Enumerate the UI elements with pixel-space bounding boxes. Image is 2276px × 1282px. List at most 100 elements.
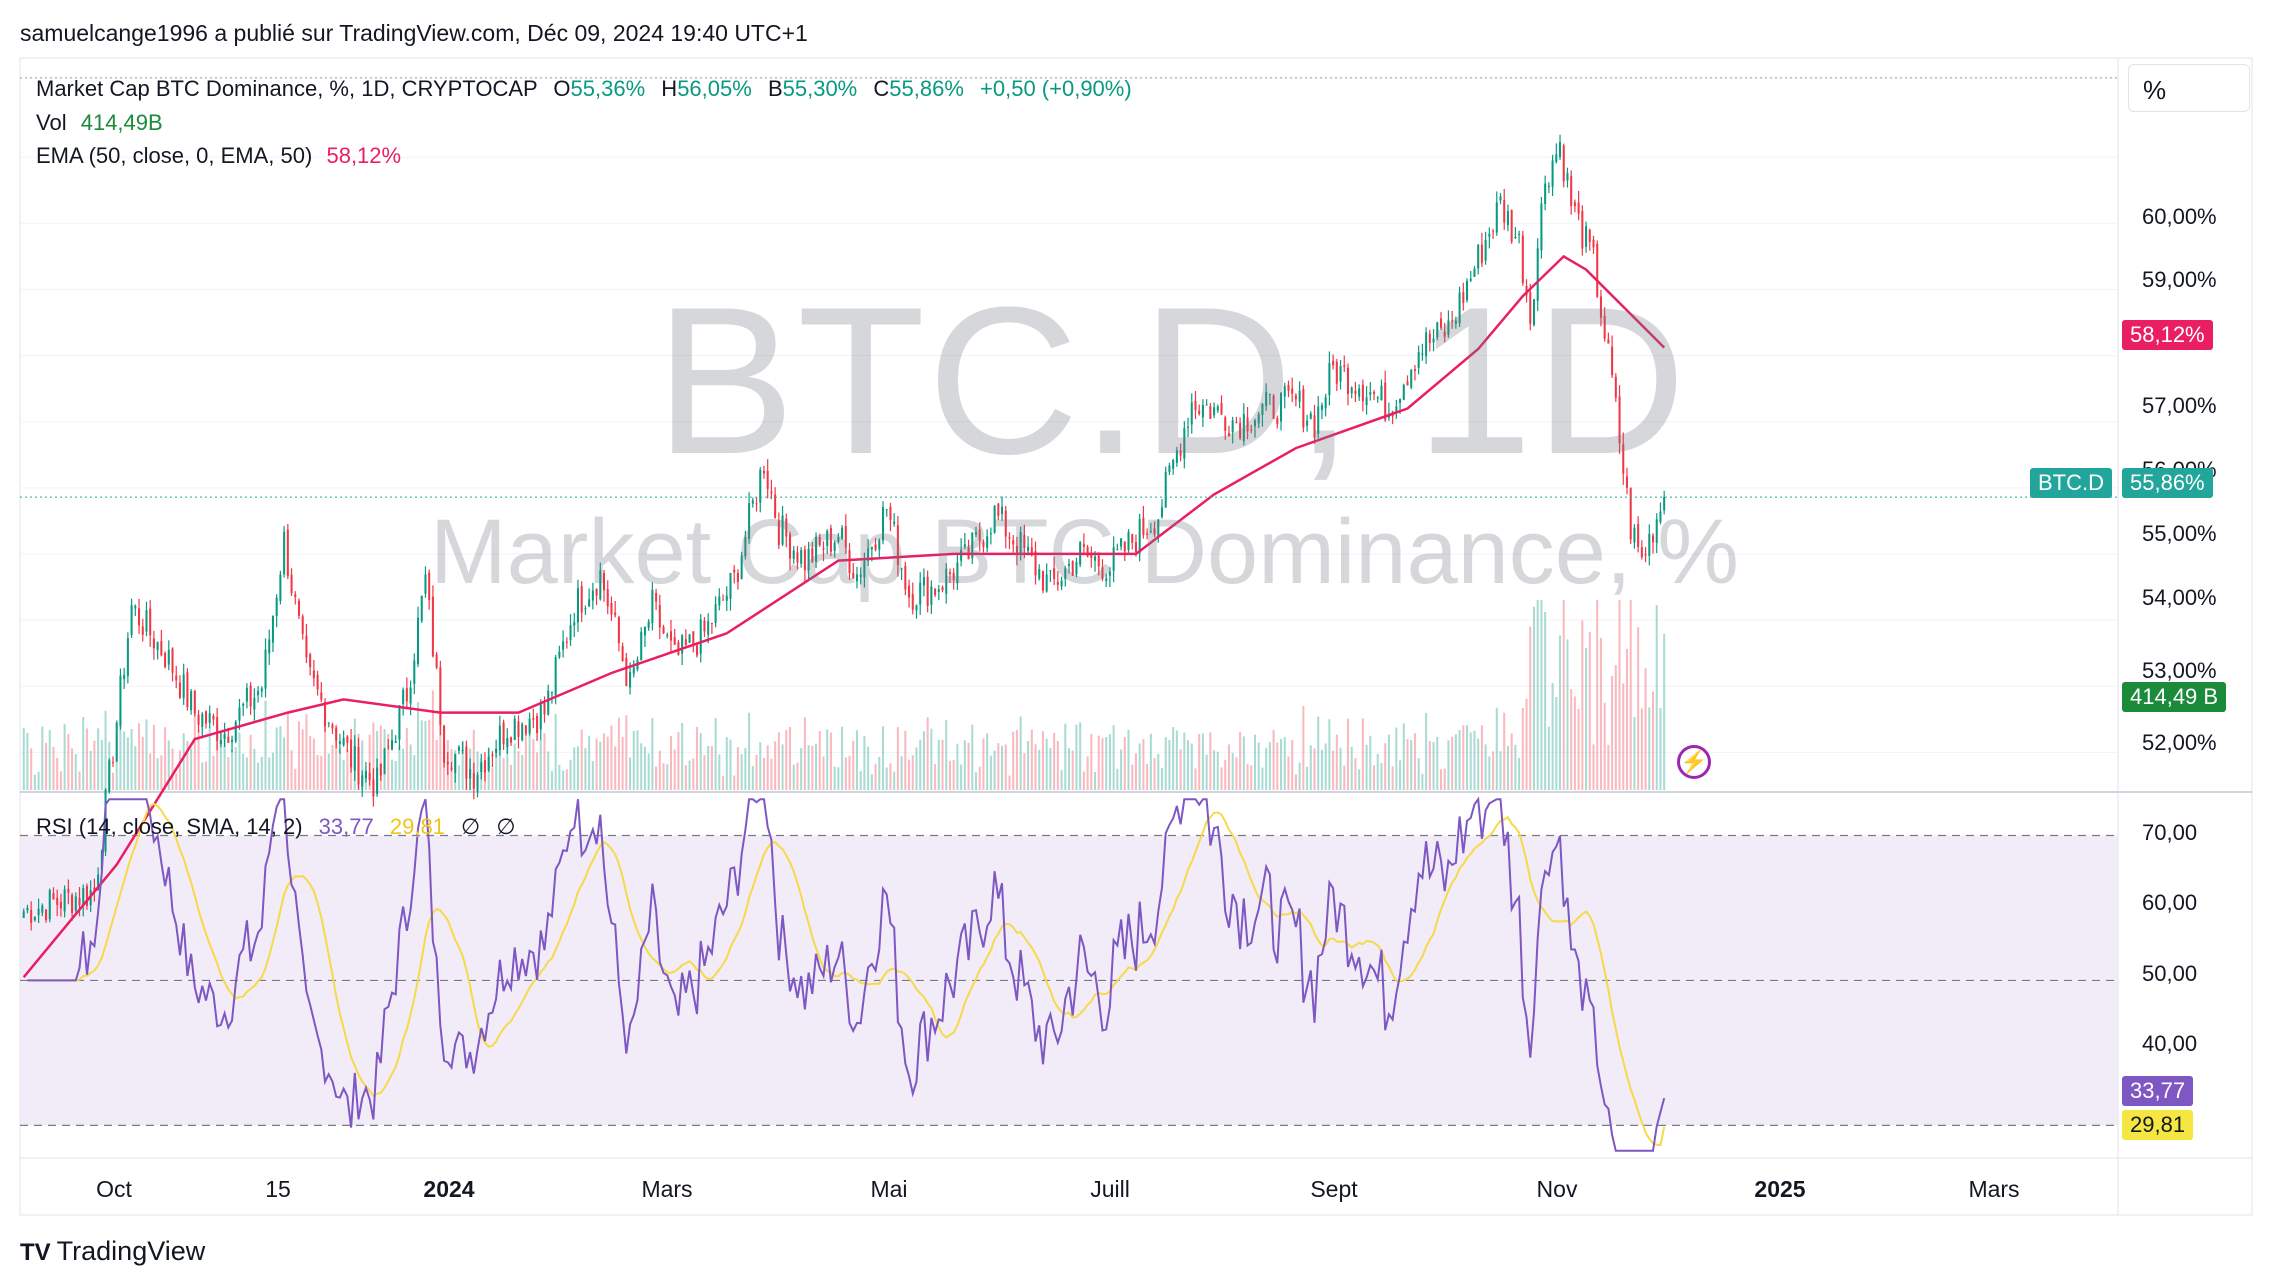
candle-body: [45, 909, 48, 921]
candle-body: [286, 529, 289, 577]
candle-body: [658, 605, 661, 628]
volume-bar: [1484, 744, 1487, 790]
volume-bar: [539, 740, 542, 790]
candle-body: [1287, 384, 1290, 391]
percent-scale-button[interactable]: %: [2128, 64, 2250, 112]
volume-bar: [629, 757, 632, 790]
candle-body: [1276, 418, 1279, 425]
candle-body: [316, 675, 319, 690]
volume-bar: [1015, 730, 1018, 790]
volume-bar: [138, 723, 141, 790]
volume-bar: [1027, 741, 1030, 790]
volume-bar: [822, 756, 825, 790]
rsi-badge: 33,77: [2122, 1076, 2194, 1106]
candle-body: [450, 767, 453, 770]
volume-bar: [506, 738, 509, 790]
volume-bar: [1566, 639, 1569, 790]
volume-bar: [283, 737, 286, 790]
time-tick: 2024: [423, 1176, 475, 1202]
volume-bar: [904, 730, 907, 790]
volume-bar: [881, 726, 885, 790]
candle-body: [815, 536, 818, 562]
candle-body: [320, 692, 323, 700]
volume-bar: [662, 763, 665, 790]
volume-bar: [1253, 734, 1257, 790]
candle-body: [803, 549, 806, 571]
candle-body: [588, 599, 591, 607]
candle-body: [454, 754, 457, 773]
candle-body: [1540, 203, 1543, 251]
volume-bar: [1153, 758, 1156, 790]
candle-body: [547, 690, 550, 715]
volume-bar: [1172, 727, 1175, 790]
volume-bar: [301, 729, 304, 790]
volume-bar: [852, 740, 855, 790]
volume-bar: [1205, 754, 1208, 790]
volume-bar: [316, 754, 319, 790]
candle-body: [960, 549, 963, 561]
volume-bar: [190, 748, 193, 790]
candle-body: [394, 741, 397, 743]
candle-body: [889, 506, 892, 521]
volume-bar: [1246, 763, 1249, 790]
volume-bar: [1283, 736, 1286, 790]
volume-bar: [1220, 767, 1223, 790]
volume-bar: [948, 760, 951, 790]
candle-body: [881, 507, 885, 541]
volume-bar: [1532, 606, 1536, 790]
volume-bar: [469, 748, 472, 790]
candle-body: [1514, 236, 1517, 239]
candle-body: [461, 749, 464, 751]
volume-bar: [361, 740, 364, 790]
volume-bar: [755, 754, 758, 790]
volume-bar: [1659, 707, 1662, 790]
volume-bar: [911, 755, 914, 790]
volume-bar: [193, 714, 196, 790]
candle-body: [1030, 547, 1033, 555]
lightning-icon[interactable]: ⚡: [1677, 745, 1711, 779]
candle-body: [1209, 406, 1212, 419]
candle-body: [1008, 537, 1011, 539]
volume-bar: [476, 751, 479, 790]
candle-body: [56, 897, 59, 905]
volume-bar: [1123, 737, 1126, 790]
time-tick: Mai: [870, 1176, 908, 1202]
candle-body: [186, 672, 189, 708]
rsi-legend-ma-value: 29,81: [389, 814, 445, 839]
volume-bar: [1023, 753, 1026, 790]
candle-body: [1090, 553, 1093, 558]
candle-body: [978, 529, 981, 541]
price-tick: 53,00%: [2142, 658, 2217, 683]
candle-body: [1019, 532, 1022, 554]
volume-bar: [1525, 698, 1528, 790]
volume-bar: [893, 771, 896, 790]
candle-body: [1246, 417, 1249, 432]
volume-bar: [63, 723, 66, 790]
legend-o-value: 55,36%: [570, 76, 646, 101]
volume-bar: [1179, 749, 1182, 790]
volume-bar: [562, 770, 565, 790]
volume-bar: [692, 758, 695, 790]
candle-body: [1659, 511, 1662, 523]
candle-body: [699, 619, 702, 654]
candle-body: [1436, 322, 1439, 338]
candle-body: [532, 718, 535, 720]
volume-bar: [350, 749, 353, 790]
candle-body: [599, 570, 602, 600]
candle-body: [841, 527, 844, 539]
volume-bar: [216, 725, 219, 790]
candle-body: [528, 718, 531, 734]
volume-bar: [1633, 716, 1636, 790]
tradingview-logo[interactable]: TV TradingView: [20, 1236, 205, 1267]
volume-bar: [428, 719, 431, 790]
candle-body: [666, 634, 669, 637]
volume-bar: [1261, 767, 1264, 790]
candle-body: [963, 544, 966, 547]
candle-body: [1302, 388, 1305, 428]
volume-bar: [1343, 765, 1346, 790]
volume-bar: [1622, 683, 1625, 790]
candle-body: [941, 587, 944, 591]
candle-body: [1618, 396, 1621, 444]
candle-body: [1622, 444, 1625, 474]
